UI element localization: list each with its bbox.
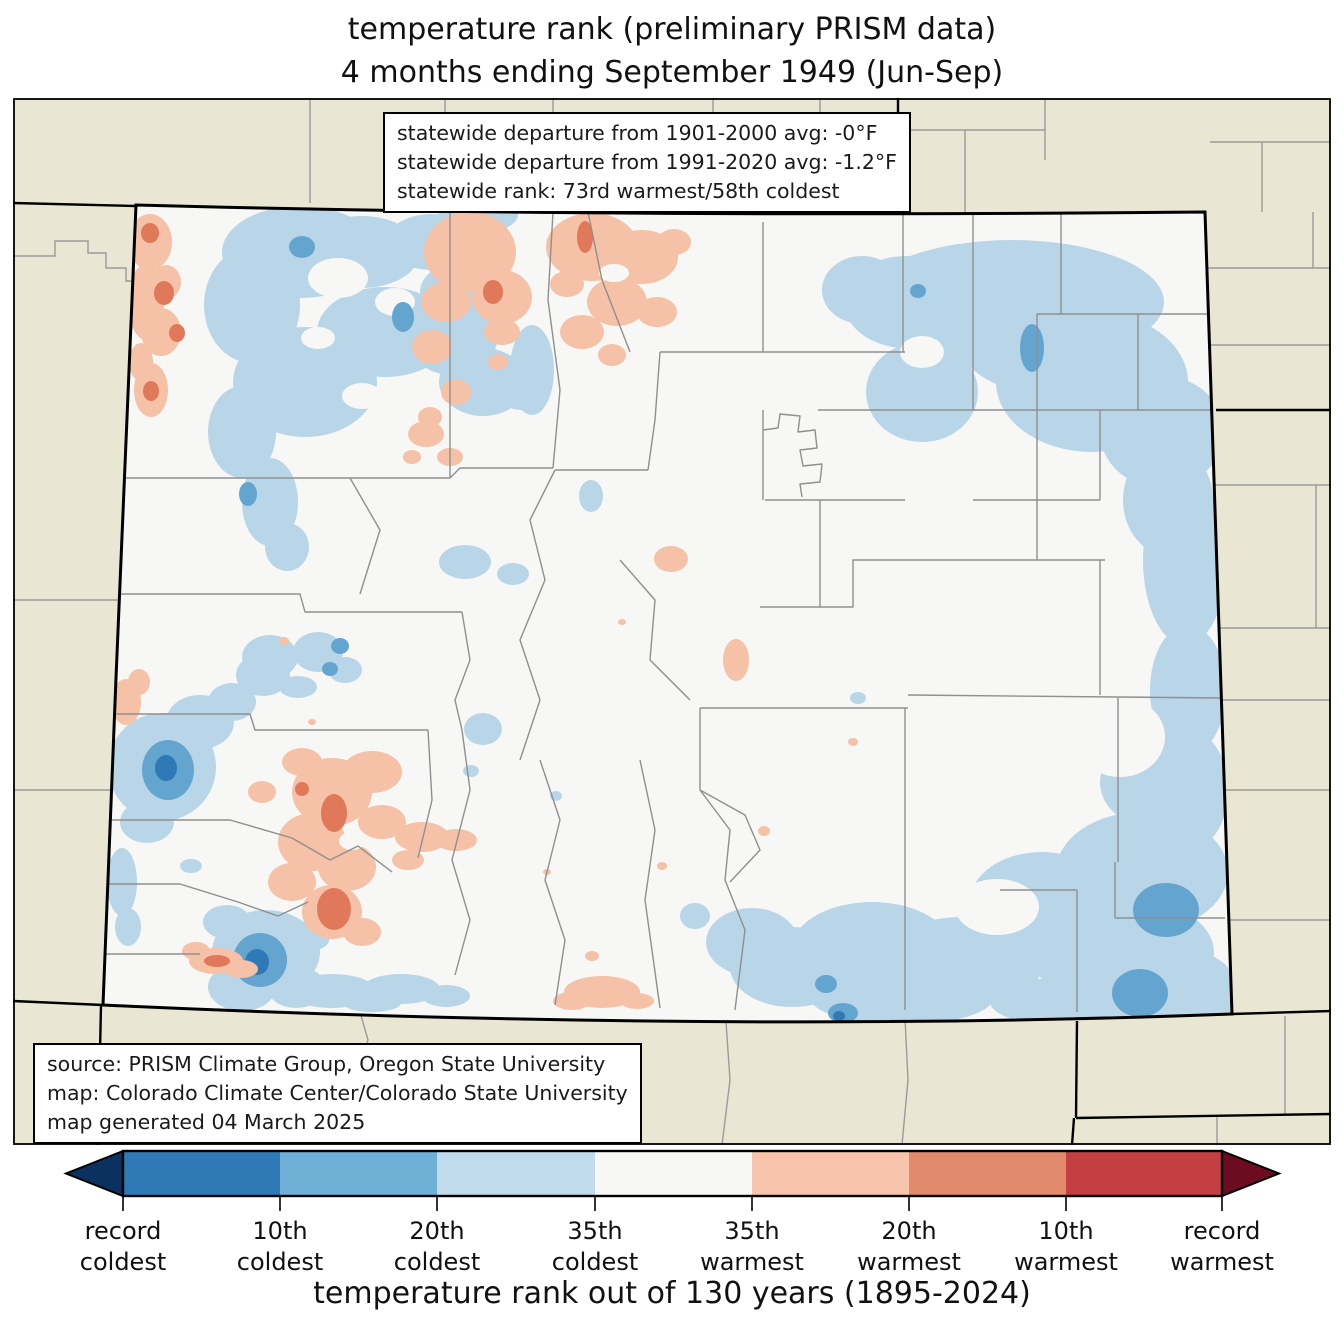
cbar-label-35th-warmest: 35th warmest xyxy=(700,1217,804,1276)
cbar-label-record-coldest: record coldest xyxy=(79,1217,167,1276)
colorbar-segments xyxy=(123,1151,1222,1196)
colorado-temperature-rank-map xyxy=(13,98,1331,1145)
colorbar-outline xyxy=(121,1149,1224,1198)
cbar-label-20th-coldest: 20th coldest xyxy=(393,1217,481,1276)
record-coldest-arrow xyxy=(63,1149,124,1198)
page-title: temperature rank (preliminary PRISM data… xyxy=(0,8,1344,94)
stats-line-3: statewide rank: 73rd warmest/58th coldes… xyxy=(397,179,840,203)
colorbar-ticks xyxy=(122,1196,1223,1211)
region-fills-10th-warmest xyxy=(141,221,593,967)
title-line-2: 4 months ending September 1949 (Jun-Sep) xyxy=(340,55,1004,90)
record-warmest-arrow xyxy=(1221,1149,1282,1198)
colorado-county-lines xyxy=(105,208,1225,1012)
rank-colorbar xyxy=(63,1149,1282,1211)
source-attribution-box: source: PRISM Climate Group, Oregon Stat… xyxy=(33,1043,642,1144)
map-frame xyxy=(13,98,1331,1145)
cbar-label-record-warmest: record warmest xyxy=(1170,1217,1274,1276)
region-fills-record-coldest xyxy=(155,755,845,1021)
cbar-label-10th-warmest: 10th warmest xyxy=(1014,1217,1118,1276)
statewide-stats-box: statewide departure from 1901-2000 avg: … xyxy=(383,112,911,213)
region-holes xyxy=(301,258,1165,935)
salmon-holes xyxy=(339,264,629,850)
source-line-2: map: Colorado Climate Center/Colorado St… xyxy=(47,1081,628,1105)
stats-line-1: statewide departure from 1901-2000 avg: … xyxy=(397,121,878,145)
source-line-3: map generated 04 March 2025 xyxy=(47,1110,366,1134)
cbar-label-20th-warmest: 20th warmest xyxy=(857,1217,961,1276)
cbar-label-10th-coldest: 10th coldest xyxy=(236,1217,324,1276)
title-line-1: temperature rank (preliminary PRISM data… xyxy=(347,12,997,47)
cbar-label-35th-coldest: 35th coldest xyxy=(551,1217,639,1276)
colorado-state-outline xyxy=(101,203,1234,1024)
source-line-1: source: PRISM Climate Group, Oregon Stat… xyxy=(47,1052,606,1076)
colorbar-caption: temperature rank out of 130 years (1895-… xyxy=(313,1276,1031,1311)
stats-line-2: statewide departure from 1991-2020 avg: … xyxy=(397,150,897,174)
